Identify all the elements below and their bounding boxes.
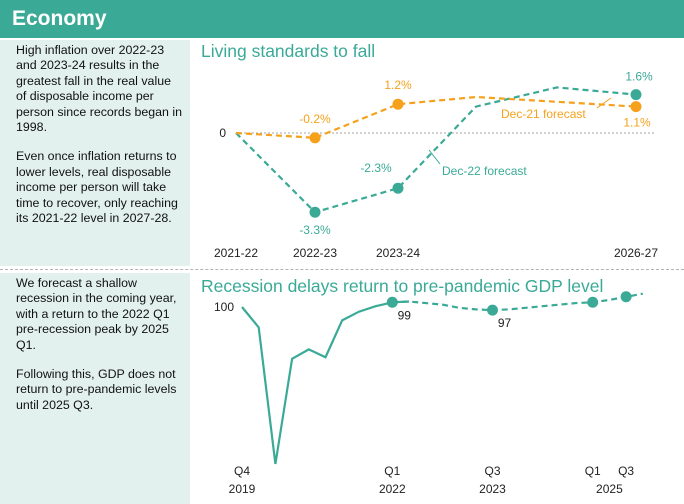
chart2-xtick-2023-Q3: Q3: [484, 464, 500, 478]
chart1-point-dec21-2023-24: [392, 98, 404, 110]
chart1-point-dec21-2022-23: [309, 132, 321, 144]
chart1-point-dec22-2023-24: [392, 182, 404, 194]
chart1-series-dec21-line: [235, 95, 637, 139]
chart2-xtick-2019-Q4: Q4: [234, 464, 250, 478]
chart1-legend-dec21-leader: [596, 97, 612, 109]
chart1-label-dec21-2026-27: 1.1%: [623, 116, 651, 130]
chart2-point-2022-Q1: [386, 296, 398, 308]
chart1-label-dec22-2023-24: -2.3%: [360, 161, 392, 175]
chart2-xtick-2025-Q1: Q1: [585, 464, 601, 478]
chart1-xtick-2022-23: 2022-23: [293, 246, 337, 260]
chart1-label-dec22-2022-23: -3.3%: [299, 223, 331, 237]
chart2-xtick-year-2022: 2022: [379, 482, 406, 496]
chart1-point-dec22-2026-27: [630, 89, 642, 101]
chart1-legend-dec21: Dec-21 forecast: [501, 107, 586, 121]
chart1-title: Living standards to fall: [201, 41, 375, 61]
chart2-label-2023-Q3: 97: [498, 316, 512, 330]
chart1-point-dec22-2022-23: [309, 206, 321, 218]
page-title: Economy: [12, 7, 107, 30]
chart1-xtick-2021-22: 2021-22: [214, 246, 258, 260]
chart1-xtick-2026-27: 2026-27: [614, 246, 658, 260]
chart1-xtick-2023-24: 2023-24: [376, 246, 420, 260]
chart1-label-dec21-2022-23: -0.2%: [299, 112, 331, 126]
chart2-point-2025-Q1: [587, 296, 599, 308]
chart2-title: Recession delays return to pre-pandemic …: [201, 276, 603, 296]
panel1-paragraph-2: Even once inflation returns to lower lev…: [16, 149, 178, 226]
text-panel-gdp: We forecast a shallow recession in the c…: [0, 273, 190, 504]
chart2-series-outturn-line: [241, 300, 410, 465]
chart2-xtick-year-2025: 2025: [596, 482, 623, 496]
chart1-series-dec22-line: [235, 86, 637, 214]
chart2-point-2023-Q3: [487, 304, 498, 316]
chart2-point-2025-Q3: [620, 291, 632, 303]
chart2-label-2019-Q4: 100: [214, 300, 234, 314]
chart2-label-2022-Q1: 99: [398, 308, 412, 322]
chart2-xtick-2022-Q1: Q1: [384, 464, 400, 478]
section-divider: [0, 269, 684, 270]
chart2-xtick-year-2023: 2023: [479, 482, 506, 496]
panel2-paragraph-1: We forecast a shallow recession in the c…: [16, 276, 177, 352]
chart1-legend-dec22: Dec-22 forecast: [442, 164, 527, 178]
chart2-xtick-year-2019: 2019: [229, 482, 256, 496]
chart1-point-dec21-2026-27: [630, 101, 642, 113]
chart1-plot: 0 -0.2% 1.2% 1.1% -3.3% -2.3% 1.6% Dec-21 forec…: [214, 70, 658, 260]
text-panel-living-standards: High inflation over 2022-23 and 2023-24 …: [0, 40, 190, 266]
title-bar: Economy: [0, 0, 684, 38]
chart1-legend-dec22-leader: [428, 149, 441, 165]
panel2-paragraph-2: Following this, GDP does not return to p…: [16, 367, 177, 412]
chart1-label-dec22-2026-27: 1.6%: [625, 70, 653, 84]
panel1-paragraph-1: High inflation over 2022-23 and 2023-24 …: [16, 43, 182, 135]
chart2-series-forecast-line: [392, 292, 644, 312]
chart2-plot: 100 99 97 Q4 2019 Q1 2022 Q3 2023 Q1 Q3 2025: [214, 291, 644, 496]
chart1-label-dec21-2023-24: 1.2%: [384, 78, 412, 92]
chart2-xtick-2025-Q3: Q3: [618, 464, 634, 478]
chart1-zero-label: 0: [219, 126, 226, 140]
